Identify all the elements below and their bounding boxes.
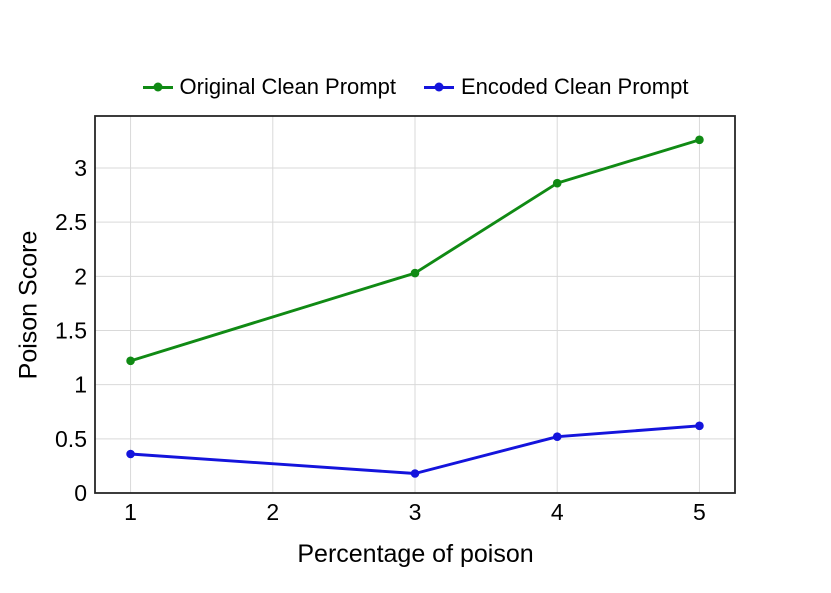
legend-label-encoded-clean-prompt: Encoded Clean Prompt: [460, 74, 689, 99]
legend-label-original-clean-prompt: Original Clean Prompt: [179, 74, 396, 99]
data-point-encoded-clean-prompt: [552, 432, 562, 441]
legend-item-original-clean-prompt: Original Clean Prompt: [142, 74, 396, 100]
x-tick-label: 5: [693, 499, 706, 525]
y-axis-title: Poison Score: [14, 230, 43, 380]
x-tick-label: 3: [409, 499, 422, 525]
y-tick-label: 0.5: [55, 426, 87, 452]
x-tick-label: 4: [551, 499, 564, 525]
y-tick-label: 3: [74, 155, 87, 181]
x-axis-title: Percentage of poison: [297, 540, 534, 568]
data-point-encoded-clean-prompt: [126, 449, 135, 459]
legend-item-encoded-clean-prompt: Encoded Clean Prompt: [423, 74, 689, 100]
legend: Original Clean Prompt Encoded Clean Prom…: [0, 74, 831, 100]
x-tick-label: 2: [266, 499, 279, 525]
series-line-original-clean-prompt: [129, 138, 701, 363]
data-point-encoded-clean-prompt: [410, 469, 420, 478]
series-line-encoded-clean-prompt: [129, 424, 701, 475]
legend-line-marker-blue: [423, 82, 454, 92]
legend-dot-icon: [434, 82, 444, 92]
y-tick-label: 0: [74, 480, 87, 506]
y-tick-label: 2: [74, 263, 87, 289]
data-point-original-clean-prompt: [126, 356, 135, 366]
data-point-original-clean-prompt: [695, 135, 704, 145]
legend-line-marker-green: [142, 82, 173, 92]
data-point-original-clean-prompt: [552, 178, 562, 188]
data-point-original-clean-prompt: [410, 268, 420, 278]
y-tick-label: 1.5: [55, 318, 87, 344]
y-tick-label: 2.5: [55, 209, 87, 235]
plot-frame: [94, 115, 736, 494]
legend-dot-icon: [153, 82, 163, 92]
data-point-encoded-clean-prompt: [695, 421, 704, 431]
y-tick-label: 1: [74, 372, 87, 398]
x-tick-label: 1: [124, 499, 137, 525]
